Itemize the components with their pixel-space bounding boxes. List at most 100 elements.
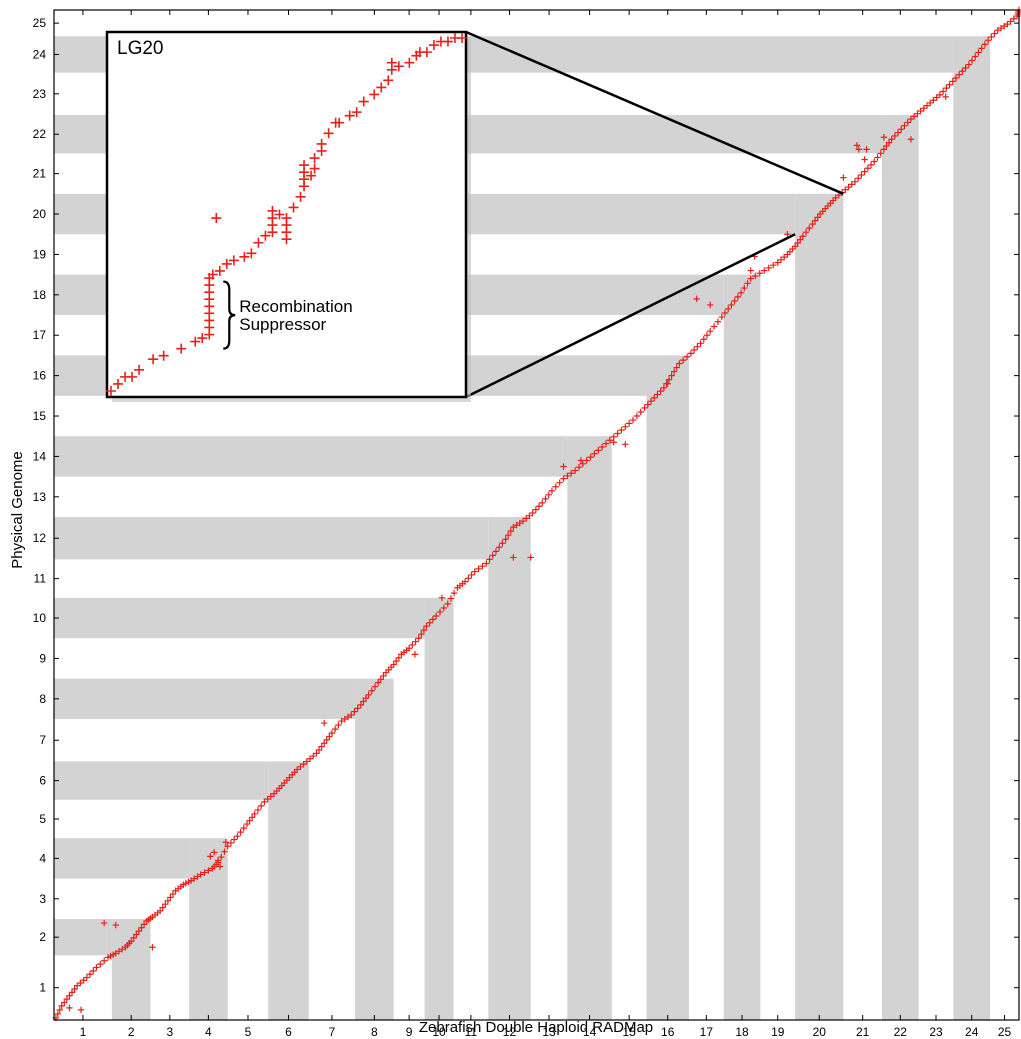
data-point-56 [539,499,546,507]
data-point-110 [149,944,156,951]
data-point-fill-92-2 [904,119,911,126]
data-point-fill-45-1 [436,608,444,616]
data-point-fill-9-1 [130,934,137,942]
y-tick-label-24: 24 [33,47,47,61]
data-point-132 [853,142,861,149]
data-point-88 [861,168,868,175]
data-point-36 [357,701,365,709]
data-point-fill-43-1 [418,630,425,638]
inset-point-50 [344,110,355,121]
x-band-18 [723,274,761,1020]
data-point-fill-84-2 [829,197,837,204]
data-point-fill-48-2 [468,571,475,579]
data-point-fill-63-2 [625,420,633,427]
data-point-fill-58-1 [564,472,571,480]
data-point-133 [855,146,863,153]
data-point-76 [747,275,754,282]
data-point-137 [907,136,915,143]
inset-point-59 [404,57,415,68]
inset-point-42 [306,170,317,181]
data-point-64 [629,416,637,424]
data-point-fill-21-1 [227,839,235,847]
data-point-92 [898,125,905,133]
y-tick-label-11: 11 [34,572,47,586]
data-point-96 [936,91,944,99]
data-point-fill-51-2 [499,540,506,547]
data-point-18 [197,871,204,878]
data-point-fill-7-1 [115,948,123,955]
data-point-fill-0-1 [54,1010,62,1018]
data-point-fill-64-2 [637,408,644,416]
data-point-fill-90-1 [883,142,890,150]
inset-point-25 [253,237,264,248]
data-point-fill-40-2 [395,654,403,661]
data-point-fill-33-1 [331,725,339,733]
data-point-73 [718,313,725,321]
data-point-fill-60-2 [591,450,598,457]
data-point-fill-9-2 [133,931,140,938]
y-tick-label-19: 19 [33,247,47,261]
inset-point-65 [442,36,453,47]
y-tick-label-21: 21 [33,167,47,181]
x-tick-label-5: 5 [245,1025,252,1039]
data-point-fill-52-2 [507,527,514,535]
data-point-fill-89-2 [877,150,884,157]
inset-point-3 [127,371,138,382]
data-point-fill-54-2 [526,512,533,519]
y-tick-label-17: 17 [33,328,47,342]
data-point-97 [946,81,953,88]
x-tick-label-18: 18 [735,1025,749,1039]
data-point-61 [595,447,602,454]
data-point-49 [471,568,478,575]
x-tick-label-7: 7 [329,1025,336,1039]
data-point-fill-69-1 [679,356,687,364]
x-tick-label-21: 21 [856,1025,870,1039]
data-point-fill-40-1 [393,657,400,665]
data-point-109 [112,921,119,929]
inset-point-58 [393,61,404,72]
data-point-fill-19-2 [212,861,220,868]
data-point-101 [984,37,992,44]
x-tick-label-14: 14 [583,1025,597,1039]
x-tick-label-24: 24 [965,1025,979,1039]
data-point-fill-100-1 [978,45,985,52]
data-point-fill-23-2 [248,814,256,821]
data-point-4 [83,974,91,981]
data-point-fill-31-1 [315,746,323,754]
y-band-6 [54,761,269,800]
data-point-fill-98-2 [962,64,969,72]
inset-point-47 [323,128,334,139]
y-band-10 [54,597,425,639]
x-tick-label-23: 23 [929,1025,943,1039]
data-point-fill-67-2 [665,376,673,383]
data-point-fill-28-2 [291,769,298,776]
data-point-fill-55-1 [532,506,540,513]
data-point-fill-61-2 [602,440,610,447]
data-point-fill-93-2 [914,110,921,117]
data-point-fill-66-2 [657,387,664,395]
data-point-fill-92-1 [901,122,908,130]
data-point-fill-32-2 [326,733,333,740]
data-point-136 [880,134,888,141]
data-point-fill-69-2 [683,353,691,360]
data-point-126 [693,295,700,303]
data-point-69 [676,360,683,367]
data-point-fill-86-2 [848,181,855,188]
data-point-51 [492,548,500,555]
data-point-fill-6-2 [109,951,117,958]
x-band-22 [881,115,919,1021]
data-point-fill-4-1 [86,971,94,978]
x-tick-label-9: 9 [406,1025,413,1039]
data-point-fill-31-2 [318,743,325,750]
data-point-43 [415,635,422,642]
y-tick-label-23: 23 [33,87,47,101]
data-point-89 [871,158,878,165]
data-point-fill-42-1 [409,641,416,649]
data-point-74 [728,301,735,309]
inset-point-34 [281,234,292,245]
data-point-fill-62-1 [610,433,617,441]
data-point-fill-15-2 [177,883,184,890]
data-point-fill-95-1 [930,97,937,104]
data-point-30 [303,758,311,765]
